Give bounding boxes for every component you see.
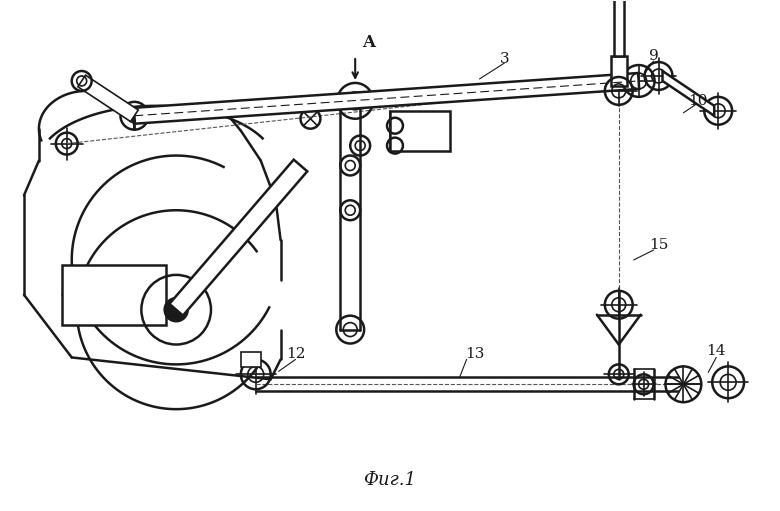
Bar bbox=[241, 353, 261, 367]
Circle shape bbox=[171, 305, 181, 315]
Polygon shape bbox=[78, 75, 138, 122]
Bar bbox=[611, 56, 626, 86]
Text: 13: 13 bbox=[465, 347, 484, 361]
Polygon shape bbox=[134, 73, 639, 124]
Polygon shape bbox=[169, 159, 307, 316]
Text: 10: 10 bbox=[689, 94, 708, 108]
Text: A: A bbox=[362, 34, 375, 51]
Bar bbox=[62, 265, 166, 324]
Text: Фиг.1: Фиг.1 bbox=[363, 471, 417, 489]
Bar bbox=[390, 111, 450, 151]
Text: 3: 3 bbox=[499, 52, 509, 66]
Text: 9: 9 bbox=[649, 49, 658, 63]
Text: 14: 14 bbox=[707, 344, 726, 359]
Text: 12: 12 bbox=[285, 347, 305, 361]
Text: 15: 15 bbox=[649, 238, 668, 252]
Bar bbox=[614, 0, 624, 56]
Circle shape bbox=[165, 298, 188, 321]
Polygon shape bbox=[662, 71, 714, 116]
